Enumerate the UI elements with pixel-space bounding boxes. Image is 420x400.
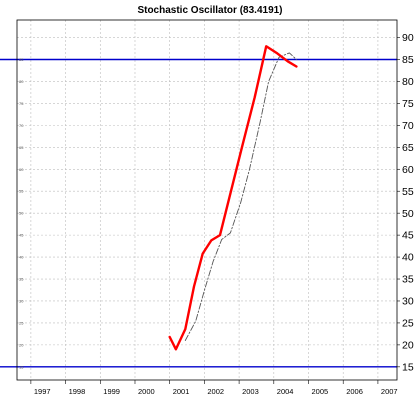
grid-lines xyxy=(17,20,397,380)
y-tick-label-left-85: 85 xyxy=(19,57,24,62)
y-tick-label-left-25: 25 xyxy=(19,320,24,325)
x-tick-label-1997: 1997 xyxy=(34,387,51,396)
x-tick-label-2005: 2005 xyxy=(312,387,329,396)
y-tick-label-right-85: 85 xyxy=(402,54,414,66)
y-tick-label-right-30: 30 xyxy=(402,296,414,308)
y-tick-label-left-80: 80 xyxy=(19,79,24,84)
y-tick-label-left-35: 35 xyxy=(19,277,24,282)
x-tick-label-2007: 2007 xyxy=(381,387,398,396)
y-tick-label-right-75: 75 xyxy=(402,98,414,110)
y-tick-label-left-70: 70 xyxy=(19,123,24,128)
y-tick-label-right-15: 15 xyxy=(402,361,414,373)
y-tick-label-left-15: 15 xyxy=(19,364,24,369)
y-tick-label-right-90: 90 xyxy=(402,32,414,44)
y-tick-label-right-40: 40 xyxy=(402,252,414,264)
x-tick-label-2000: 2000 xyxy=(138,387,155,396)
y-tick-label-right-80: 80 xyxy=(402,76,414,88)
x-axis: 1997 1998 1999 2000 2001 2002 2003 2004 2005 2006… xyxy=(30,380,398,396)
x-tick-label-2001: 2001 xyxy=(173,387,190,396)
y-tick-label-right-45: 45 xyxy=(402,230,414,242)
x-tick-label-1999: 1999 xyxy=(103,387,120,396)
reference-lines xyxy=(0,58,397,368)
y-tick-label-right-20: 20 xyxy=(402,339,414,351)
y-axis-right: 15 20 25 30 35 40 45 50 55 60 65 70 75 80 85 90 xyxy=(397,32,414,373)
y-tick-label-right-55: 55 xyxy=(402,186,414,198)
signal-line-dashed xyxy=(184,52,297,341)
y-tick-label-right-25: 25 xyxy=(402,318,414,330)
y-tick-label-left-75: 75 xyxy=(19,101,24,106)
series-layer xyxy=(168,45,298,351)
x-tick-label-2004: 2004 xyxy=(277,387,294,396)
x-tick-label-2003: 2003 xyxy=(242,387,259,396)
y-tick-label-left-55: 55 xyxy=(19,189,24,194)
y-tick-label-left-60: 60 xyxy=(19,167,24,172)
x-tick-label-2002: 2002 xyxy=(207,387,224,396)
chart-title: Stochastic Oscillator (83.4191) xyxy=(137,5,282,16)
y-tick-label-left-40: 40 xyxy=(19,255,24,260)
x-tick-label-2006: 2006 xyxy=(346,387,363,396)
y-tick-label-left-45: 45 xyxy=(19,233,24,238)
x-tick-label-1998: 1998 xyxy=(69,387,86,396)
stochastic-line-red xyxy=(168,45,298,351)
y-tick-label-right-50: 50 xyxy=(402,208,414,220)
y-tick-label-right-65: 65 xyxy=(402,142,414,154)
y-tick-label-right-35: 35 xyxy=(402,274,414,286)
y-tick-label-left-30: 30 xyxy=(19,298,24,303)
y-tick-label-left-50: 50 xyxy=(19,211,24,216)
y-tick-label-right-60: 60 xyxy=(402,164,414,176)
y-axis-left: 15 20 25 30 35 40 45 50 55 60 65 70 75 80 85 xyxy=(19,57,24,369)
plot-frame xyxy=(16,19,398,381)
y-tick-label-left-65: 65 xyxy=(19,145,24,150)
y-tick-label-right-70: 70 xyxy=(402,120,414,132)
y-tick-label-left-20: 20 xyxy=(19,342,24,347)
